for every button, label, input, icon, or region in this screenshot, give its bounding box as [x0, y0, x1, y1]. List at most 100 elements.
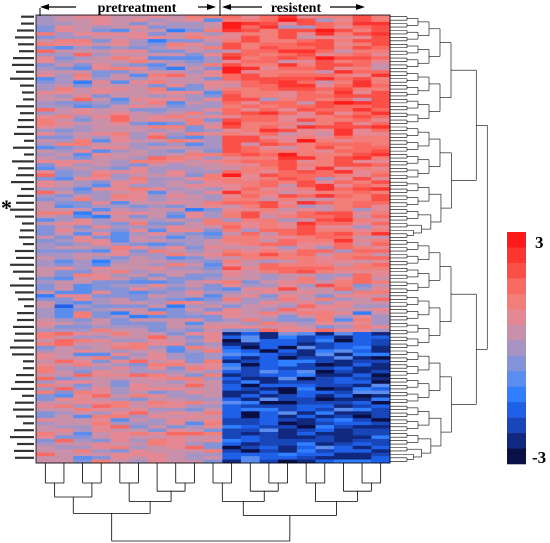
heatmap-cell: [278, 273, 298, 278]
heatmap-cell: [203, 142, 223, 147]
heatmap-cell: [259, 245, 279, 250]
heatmap-cell: [91, 376, 111, 381]
heatmap-cell: [315, 94, 335, 99]
heatmap-cell: [315, 387, 335, 392]
heatmap-cell: [91, 404, 111, 409]
heatmap-cell: [36, 414, 56, 419]
heatmap-cell: [222, 104, 242, 109]
heatmap-cell: [110, 108, 130, 112]
heatmap-cell: [222, 435, 242, 440]
heatmap-cell: [36, 359, 56, 364]
heatmap-cell: [352, 266, 372, 271]
heatmap-cell: [334, 349, 354, 354]
heatmap-cell: [278, 66, 298, 71]
heatmap-cell: [147, 32, 167, 37]
heatmap-cell: [73, 214, 93, 219]
heatmap-cell: [296, 342, 316, 347]
heatmap-cell: [240, 46, 260, 50]
heatmap-cell: [259, 259, 279, 264]
heatmap-cell: [110, 376, 130, 381]
heatmap-cell: [203, 180, 223, 185]
heatmap-cell: [334, 190, 354, 195]
heatmap-cell: [110, 104, 130, 109]
heatmap-cell: [352, 173, 372, 178]
row-label: [15, 215, 34, 218]
heatmap-cell: [147, 128, 167, 133]
heatmap-cell: [129, 304, 149, 309]
heatmap-cell: [36, 39, 56, 43]
heatmap-cell: [129, 290, 149, 295]
heatmap-cell: [36, 187, 56, 192]
heatmap-cell: [54, 256, 74, 261]
heatmap-cell: [352, 15, 372, 19]
heatmap-cell: [352, 125, 372, 130]
heatmap-cell: [334, 456, 354, 460]
heatmap-cell: [129, 180, 149, 185]
heatmap-cell: [185, 318, 205, 323]
heatmap-cell: [240, 387, 260, 392]
heatmap-cell: [73, 128, 93, 133]
heatmap-cell: [185, 332, 205, 336]
heatmap-cell: [371, 73, 391, 78]
heatmap-cell: [73, 363, 93, 367]
heatmap-cell: [166, 221, 186, 226]
heatmap-cell: [296, 390, 316, 395]
heatmap-cell: [371, 311, 391, 316]
heatmap-cell: [129, 73, 149, 78]
heatmap-cell: [110, 259, 130, 264]
heatmap-cell: [352, 252, 372, 257]
heatmap-cell: [91, 345, 111, 350]
heatmap-cell: [73, 328, 93, 333]
row-label: [13, 325, 34, 328]
heatmap-cell: [185, 163, 205, 168]
heatmap-cell: [259, 438, 279, 443]
heatmap-cell: [129, 273, 149, 278]
heatmap-cell: [371, 121, 391, 126]
heatmap-cell: [54, 318, 74, 323]
heatmap-cell: [166, 97, 186, 102]
heatmap-cell: [371, 390, 391, 395]
heatmap-cell: [54, 159, 74, 164]
heatmap-cell: [129, 363, 149, 367]
heatmap-cell: [203, 304, 223, 309]
heatmap-cell: [259, 400, 279, 405]
heatmap-cell: [334, 242, 354, 247]
heatmap-cell: [278, 152, 298, 157]
heatmap-cell: [334, 104, 354, 109]
heatmap-cell: [352, 332, 372, 336]
heatmap-cell: [203, 239, 223, 243]
heatmap-cell: [334, 387, 354, 392]
heatmap-cell: [73, 304, 93, 309]
heatmap-cell: [54, 356, 74, 361]
heatmap-cell: [36, 435, 56, 440]
heatmap-cell: [73, 245, 93, 250]
heatmap-cell: [296, 63, 316, 68]
heatmap-cell: [54, 232, 74, 236]
heatmap-cell: [91, 252, 111, 257]
heatmap-cell: [352, 94, 372, 99]
heatmap-cell: [73, 397, 93, 402]
heatmap-cell: [222, 232, 242, 236]
heatmap-cell: [203, 149, 223, 154]
heatmap-cell: [222, 90, 242, 95]
heatmap-cell: [203, 94, 223, 99]
heatmap-cell: [315, 242, 335, 247]
row-label: [19, 236, 34, 239]
heatmap-cell: [54, 156, 74, 161]
heatmap-cell: [315, 328, 335, 333]
heatmap-cell: [54, 166, 74, 171]
heatmap-cell: [259, 318, 279, 323]
heatmap-cell: [185, 207, 205, 212]
heatmap-cell: [352, 235, 372, 240]
heatmap-cell: [185, 15, 205, 19]
heatmap-cell: [36, 132, 56, 137]
heatmap-cell: [259, 25, 279, 30]
heatmap-cell: [259, 132, 279, 137]
heatmap-cell: [222, 342, 242, 347]
heatmap-cell: [110, 32, 130, 37]
heatmap-cell: [259, 108, 279, 112]
heatmap-cell: [259, 173, 279, 178]
heatmap-cell: [296, 114, 316, 119]
heatmap-cell: [240, 187, 260, 192]
heatmap-cell: [240, 87, 260, 92]
